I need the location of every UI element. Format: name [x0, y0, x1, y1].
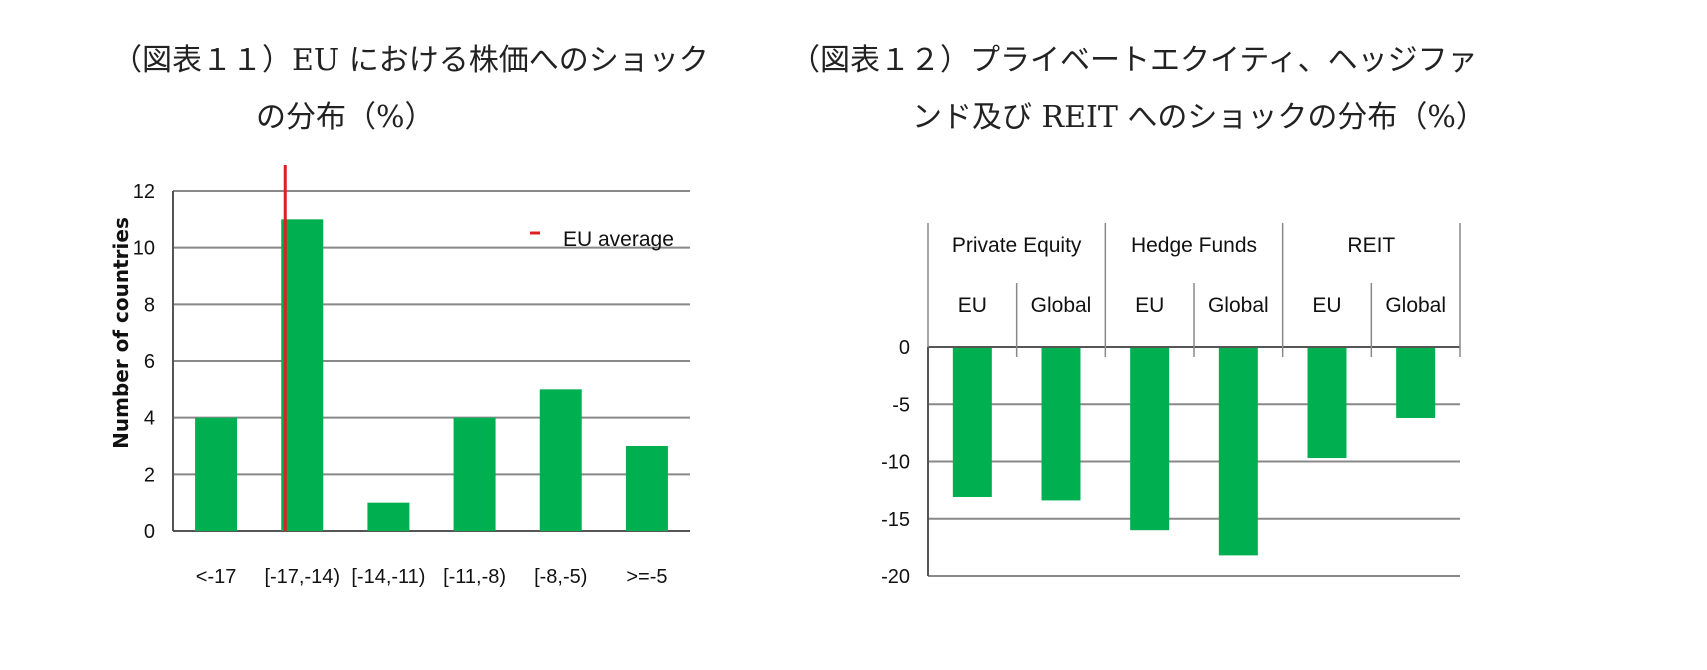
chart1-x-tick: <-17	[196, 566, 237, 588]
chart1-y-tick: 6	[144, 351, 155, 373]
chart1-legend-label: EU average	[563, 228, 674, 251]
chart1-bar	[367, 502, 410, 531]
chart1-y-axis-label: Number of countries	[109, 217, 133, 449]
chart1-y-tick: 8	[144, 294, 155, 316]
chart1-bar	[539, 389, 582, 531]
chart1-x-tick: >=-5	[626, 566, 667, 588]
chart1-bar	[453, 417, 496, 531]
chart1-bar	[281, 219, 324, 532]
chart2-sub-label: Global	[1031, 294, 1092, 317]
chart1-y-tick: 2	[144, 464, 155, 486]
chart2-bar	[1130, 347, 1170, 531]
chart2-y-tick: -10	[881, 452, 910, 474]
chart2-bar	[1307, 347, 1347, 459]
chart1-bar	[625, 446, 668, 531]
chart2-bar	[952, 347, 992, 497]
chart1-y-tick: 4	[144, 408, 155, 430]
chart1-title-line1: （図表１１）EU における株価へのショック	[112, 43, 709, 78]
chart1-y-tick: 0	[144, 521, 155, 543]
chart2-y-tick: -15	[881, 509, 910, 531]
chart2-title-line1: （図表１２）プライベートエクイティ、ヘッジファ	[790, 43, 1478, 78]
chart1-y-tick: 10	[133, 238, 155, 260]
chart1-bar	[195, 417, 238, 531]
chart1-histogram: 0 2 4 6 8 10 12 <-17 [-17,-14) [-14,-11) [-11,-8) […	[109, 165, 690, 588]
chart2-sub-label: Global	[1208, 294, 1269, 317]
chart1-x-tick: [-14,-11)	[351, 566, 425, 588]
chart2-y-tick: -5	[892, 394, 910, 416]
chart2-bar	[1041, 347, 1081, 501]
chart2-title-line2: ンド及び REIT へのショックの分布（%）	[912, 100, 1486, 135]
chart1-x-tick: [-11,-8)	[443, 566, 506, 588]
chart2-group-label: Hedge Funds	[1131, 234, 1257, 257]
chart1-x-tick: [-8,-5)	[534, 566, 587, 588]
chart2-y-tick: 0	[899, 337, 910, 359]
chart2-sub-label: Global	[1385, 294, 1446, 317]
chart2-y-tick: -20	[881, 566, 910, 588]
chart2-bar	[1396, 347, 1436, 418]
chart2-sub-label: EU	[958, 294, 987, 317]
chart1-y-tick: 12	[133, 181, 155, 203]
chart2-group-label: REIT	[1347, 234, 1395, 257]
chart2-bar	[1218, 347, 1258, 556]
chart1-title-line2: の分布（%）	[256, 100, 435, 135]
chart2-group-label: Private Equity	[952, 234, 1082, 257]
chart2-sub-label: EU	[1312, 294, 1341, 317]
chart2-sub-label: EU	[1135, 294, 1164, 317]
chart1-x-tick: [-17,-14)	[264, 566, 340, 588]
